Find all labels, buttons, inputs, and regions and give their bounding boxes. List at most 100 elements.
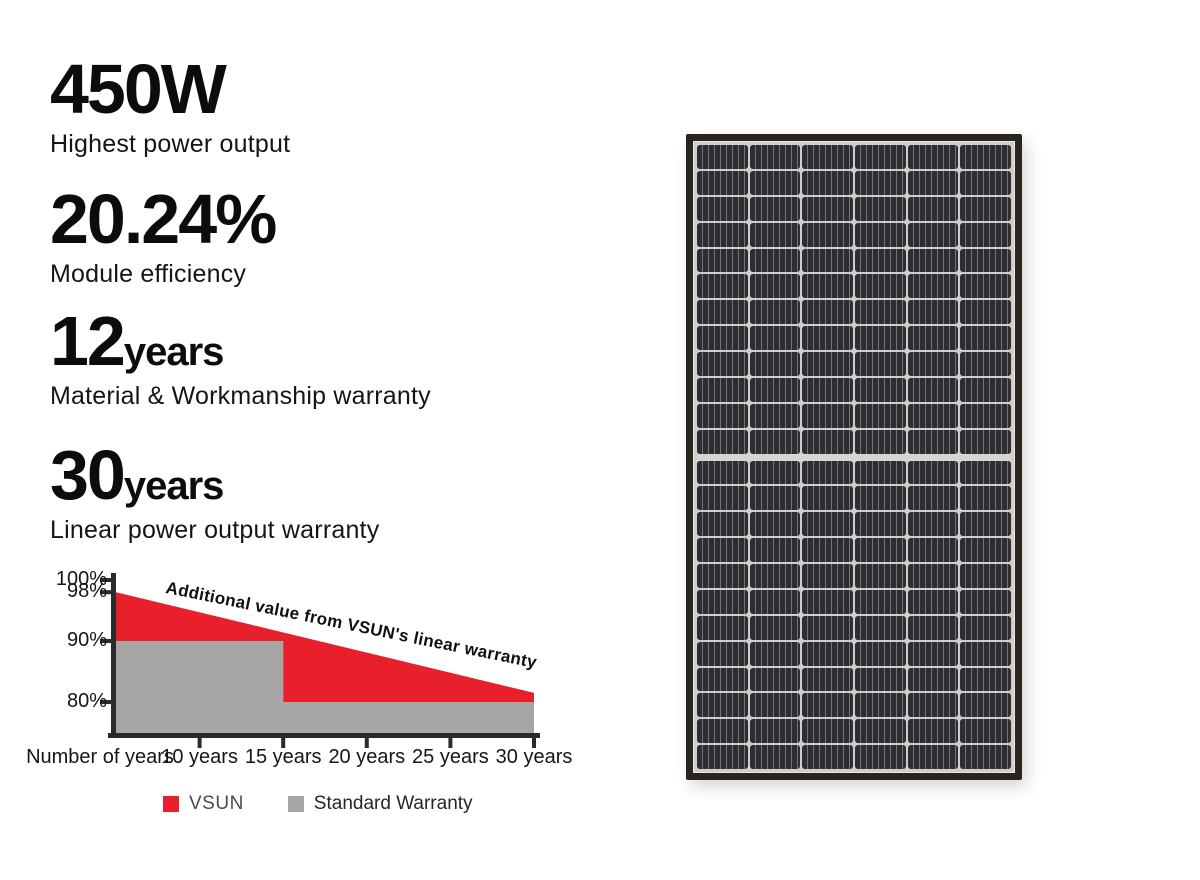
solar-cell xyxy=(802,196,853,221)
solar-cell xyxy=(855,222,906,247)
x-axis-tick xyxy=(448,735,453,748)
solar-cell xyxy=(697,403,748,428)
solar-cell xyxy=(697,274,748,299)
power-label: Highest power output xyxy=(50,130,291,158)
linear-warranty-unit: years xyxy=(123,464,225,508)
solar-cell xyxy=(697,615,748,640)
solar-cell xyxy=(960,429,1011,454)
panel-half-bottom xyxy=(697,460,1011,769)
solar-cell xyxy=(907,564,959,588)
solar-cell xyxy=(749,145,801,169)
material-warranty-years: 12 xyxy=(50,302,126,380)
solar-cell xyxy=(749,615,801,640)
y-axis-tick xyxy=(100,700,113,704)
solar-cell xyxy=(960,222,1011,247)
solar-cell xyxy=(855,248,906,273)
solar-cell xyxy=(907,589,959,614)
solar-cell xyxy=(802,512,853,537)
solar-cell xyxy=(802,745,853,769)
solar-cell xyxy=(697,196,748,221)
solar-cell xyxy=(802,170,853,195)
y-axis-tick xyxy=(100,578,113,582)
solar-cell xyxy=(697,641,748,666)
solar-cell xyxy=(907,429,959,454)
stat-value-row: 12years xyxy=(50,306,431,376)
solar-cell xyxy=(749,641,801,666)
solar-cell xyxy=(697,248,748,273)
solar-cell xyxy=(907,615,959,640)
x-tick-label: 20 years xyxy=(328,746,406,768)
solar-cell xyxy=(855,403,906,428)
solar-cell xyxy=(855,170,906,195)
solar-cell xyxy=(697,745,748,769)
solar-cell xyxy=(749,693,801,718)
solar-cell xyxy=(855,145,906,169)
standard-legend-swatch xyxy=(287,796,304,812)
solar-cell xyxy=(749,300,801,325)
solar-cell xyxy=(749,667,801,692)
solar-cell xyxy=(697,460,748,485)
solar-cell xyxy=(907,403,959,428)
stat-module-efficiency: 20.24% Module efficiency xyxy=(50,184,277,289)
solar-cell xyxy=(802,641,853,666)
solar-cell xyxy=(855,300,906,325)
solar-cell xyxy=(697,326,748,350)
solar-cell xyxy=(697,693,748,718)
panel-center-divider xyxy=(697,453,1011,461)
y-tick-label: 80% xyxy=(66,690,107,712)
solar-cell xyxy=(960,641,1011,666)
solar-cell xyxy=(749,170,801,195)
solar-cell xyxy=(802,538,853,562)
solar-cell xyxy=(960,719,1011,744)
solar-cell xyxy=(749,403,801,428)
power-value: 450W xyxy=(50,50,227,128)
solar-cell xyxy=(855,352,906,376)
standard-warranty-area xyxy=(116,641,534,735)
solar-cell xyxy=(960,460,1011,485)
solar-cell xyxy=(749,486,801,511)
y-tick-label: 98% xyxy=(66,580,107,603)
solar-cell xyxy=(907,352,959,376)
solar-cell xyxy=(802,300,853,325)
stat-value-row: 20.24% xyxy=(50,184,277,254)
vsun-legend-label: VSUN xyxy=(189,793,244,814)
solar-cell xyxy=(749,538,801,562)
solar-cell xyxy=(960,486,1011,511)
vsun-legend-swatch xyxy=(163,796,179,812)
solar-cell xyxy=(907,145,959,169)
solar-cell xyxy=(697,170,748,195)
solar-cell xyxy=(749,326,801,350)
solar-cell xyxy=(855,564,906,588)
solar-cell xyxy=(697,429,748,454)
solar-cell xyxy=(802,564,853,588)
x-tick-label: 25 years xyxy=(412,746,489,768)
solar-cell xyxy=(697,667,748,692)
solar-cell xyxy=(697,719,748,744)
solar-cell xyxy=(697,222,748,247)
solar-cell xyxy=(855,693,906,718)
solar-cell xyxy=(802,352,853,376)
solar-cell xyxy=(855,641,906,666)
solar-cell xyxy=(802,274,853,299)
solar-cell xyxy=(749,377,801,402)
solar-cell xyxy=(697,145,748,169)
solar-cell xyxy=(855,589,906,614)
solar-cell xyxy=(749,512,801,537)
solar-cell xyxy=(960,300,1011,325)
solar-cell xyxy=(960,589,1011,614)
solar-cell xyxy=(960,538,1011,562)
solar-cell xyxy=(960,170,1011,195)
x-axis-tick xyxy=(532,735,536,748)
solar-cell xyxy=(855,326,906,350)
material-warranty-label: Material & Workmanship warranty xyxy=(50,382,431,410)
solar-cell xyxy=(907,248,959,273)
solar-cell xyxy=(802,667,853,692)
material-warranty-unit: years xyxy=(123,330,225,374)
solar-cell xyxy=(749,222,801,247)
solar-cell xyxy=(802,615,853,640)
solar-cell xyxy=(749,719,801,744)
solar-cell xyxy=(802,222,853,247)
stat-value-row: 450W xyxy=(50,54,290,124)
solar-cell xyxy=(749,564,801,588)
standard-legend-label: Standard Warranty xyxy=(313,793,473,814)
